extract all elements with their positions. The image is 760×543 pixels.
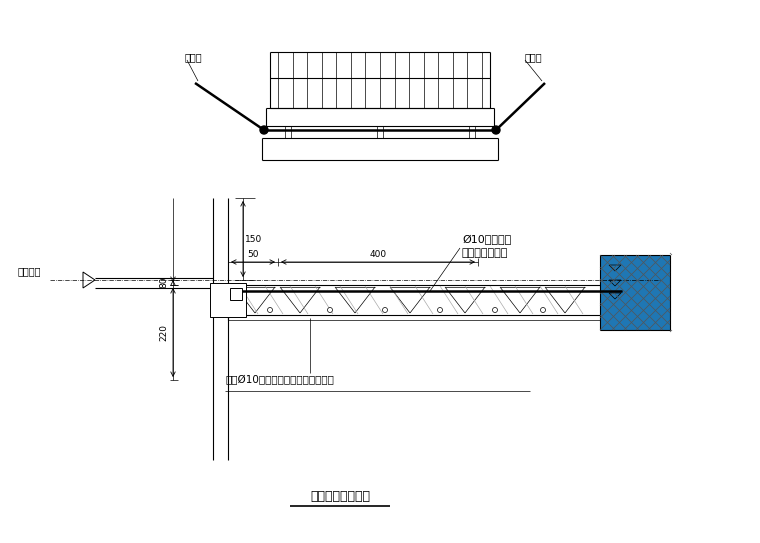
Text: 引出点: 引出点 <box>185 52 203 62</box>
Text: 400: 400 <box>369 250 387 259</box>
Text: 引出点: 引出点 <box>525 52 543 62</box>
Circle shape <box>268 307 273 313</box>
Text: 80: 80 <box>159 277 168 288</box>
Circle shape <box>540 307 546 313</box>
Circle shape <box>492 307 498 313</box>
Circle shape <box>492 126 500 134</box>
Bar <box>230 288 242 300</box>
Text: 预留Ø10圆钐导体，现场与枕筑焊接: 预留Ø10圆钐导体，现场与枕筑焊接 <box>225 375 334 385</box>
Bar <box>600 255 670 330</box>
Circle shape <box>382 307 388 313</box>
Circle shape <box>260 126 268 134</box>
Text: 150: 150 <box>245 235 262 243</box>
Circle shape <box>438 307 442 313</box>
Circle shape <box>328 307 333 313</box>
Bar <box>210 283 246 317</box>
Text: 栏杆防雷装置做法: 栏杆防雷装置做法 <box>310 490 370 503</box>
Text: 结构标高: 结构标高 <box>18 266 42 276</box>
Text: 220: 220 <box>159 324 168 341</box>
Text: Ø10圆钐导体: Ø10圆钐导体 <box>462 235 511 245</box>
Text: 与预埋钐板焊接: 与预埋钐板焊接 <box>462 248 508 258</box>
Text: 50: 50 <box>247 250 258 259</box>
